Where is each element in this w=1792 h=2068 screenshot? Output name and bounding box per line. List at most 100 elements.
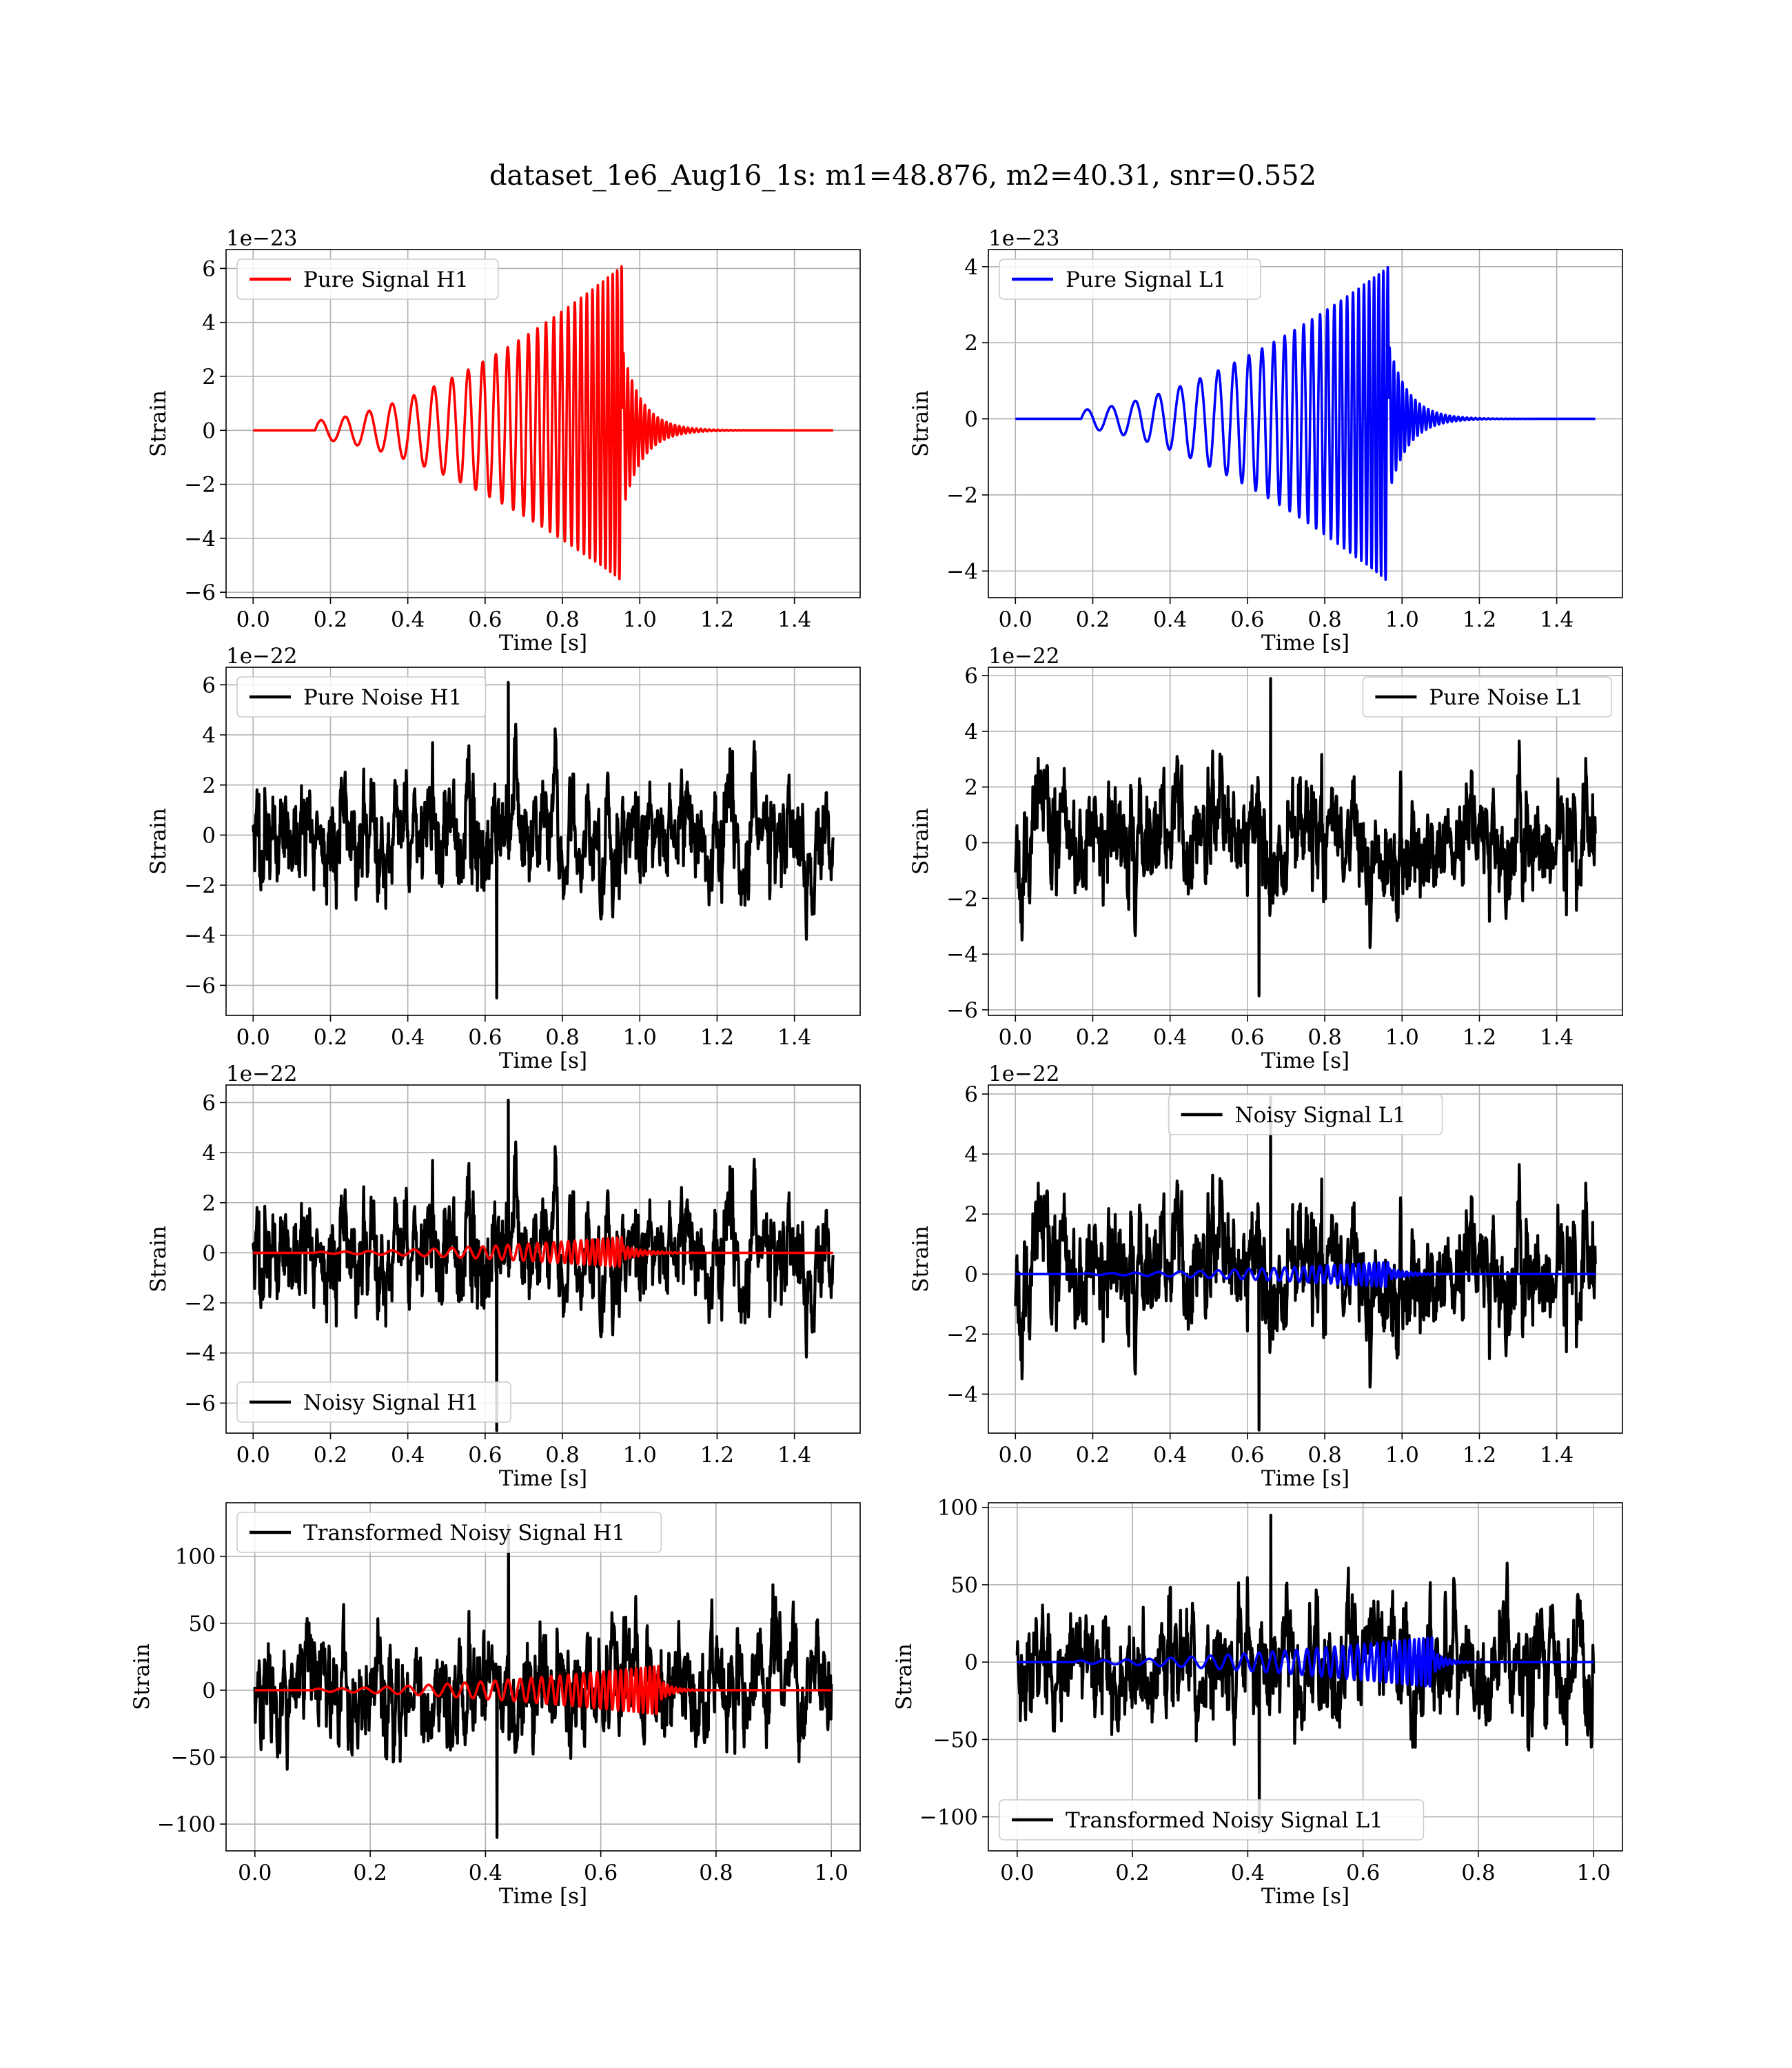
x-tick-label: 0.2	[1076, 1025, 1110, 1050]
x-tick-label: 0.2	[1076, 607, 1110, 632]
y-tick-label: 4	[202, 311, 216, 336]
x-tick-label: 0.4	[1231, 1861, 1265, 1885]
x-tick-label: 1.2	[700, 1025, 734, 1050]
series-line-signal-overlay	[1016, 1636, 1595, 1688]
x-tick-label: 0.6	[1230, 607, 1264, 632]
y-tick-label: −2	[946, 1322, 978, 1347]
legend: Noisy Signal H1	[236, 1381, 511, 1423]
y-tick-label: −4	[946, 559, 978, 584]
y-tick-label: 0	[202, 823, 216, 848]
axes-frame	[988, 667, 1623, 1016]
y-tick-label: 100	[937, 1496, 978, 1521]
y-tick-label: −2	[184, 473, 216, 498]
x-tick-label: 1.0	[623, 1025, 657, 1050]
axes-frame	[225, 667, 861, 1016]
series-line-signal-overlay	[252, 1236, 835, 1268]
x-tick-label: 0.8	[1307, 607, 1341, 632]
y-tick-label: 6	[202, 1091, 216, 1115]
axes-frame	[988, 249, 1623, 598]
y-tick-label: 6	[202, 256, 216, 281]
x-tick-label: 1.0	[1385, 607, 1419, 632]
x-tick-label: 0.6	[584, 1861, 618, 1885]
x-tick-label: 0.2	[1115, 1861, 1149, 1885]
x-tick-label: 0.4	[469, 1861, 502, 1885]
x-tick-label: 0.8	[545, 1025, 579, 1050]
legend-entry-label: Pure Noise L1	[1429, 685, 1583, 710]
legend-entry-label: Transformed Noisy Signal H1	[303, 1521, 625, 1545]
series-line-signal-overlay	[1014, 1261, 1597, 1288]
subplot-h1-pure: 0.0 0.2 0.4 0.6 0.8 1.0 1.2 1.4 −6 −4 −2 0 2 4 6 Time […	[146, 226, 861, 656]
x-tick-label: 1.0	[623, 607, 657, 632]
plot-area	[1014, 265, 1597, 581]
x-tick-label: 0.6	[468, 1025, 502, 1050]
y-tick-label: −4	[184, 924, 216, 949]
series-line-signal-overlay	[254, 1665, 833, 1716]
y-tick-label: 6	[964, 664, 978, 689]
series-line-transformed-noisy-signal-l1	[1015, 1513, 1596, 1834]
x-tick-label: 0.8	[545, 1443, 579, 1468]
legend: Pure Noise H1	[236, 676, 487, 718]
y-tick-label: 100	[175, 1545, 216, 1570]
legend-entry-label: Pure Signal H1	[303, 267, 469, 292]
legend-entry-label: Noisy Signal L1	[1235, 1103, 1407, 1128]
axis-offset-label: 1e−22	[988, 644, 1060, 669]
series-line-pure-signal-l1	[1014, 265, 1597, 581]
x-tick-label: 0.4	[1153, 1443, 1187, 1468]
figure-title: dataset_1e6_Aug16_1s: m1=48.876, m2=40.3…	[489, 160, 1316, 192]
subplot-l1-pure: 0.0 0.2 0.4 0.6 0.8 1.0 1.2 1.4 −4 −2 0 2 4 Time [s] S…	[908, 226, 1623, 656]
legend-frame	[1168, 1094, 1443, 1135]
series-line-noisy-signal-h1	[252, 1098, 835, 1432]
y-tick-label: −2	[946, 886, 978, 911]
y-tick-label: 4	[964, 1142, 978, 1167]
x-tick-label: 0.4	[391, 1025, 425, 1050]
x-tick-label: 0.2	[1076, 1443, 1110, 1468]
legend-frame	[236, 1512, 662, 1553]
x-tick-label: 0.8	[1307, 1025, 1341, 1050]
y-tick-label: 0	[202, 1679, 216, 1703]
x-tick-label: 1.0	[1385, 1025, 1419, 1050]
x-tick-label: 1.2	[1463, 1443, 1496, 1468]
y-tick-label: 2	[964, 331, 978, 356]
x-tick-label: 1.0	[1385, 1443, 1419, 1468]
series-line-noisy-signal-l1	[1014, 1095, 1597, 1432]
legend-entry-label: Transformed Noisy Signal L1	[1066, 1808, 1383, 1833]
y-tick-label: 0	[202, 1241, 216, 1266]
x-axis-label: Time [s]	[499, 1048, 587, 1073]
axes-frame	[988, 1502, 1623, 1852]
legend-entry-label: Noisy Signal H1	[303, 1390, 479, 1415]
x-tick-label: 0.2	[314, 1443, 347, 1468]
x-tick-label: 0.0	[1000, 1861, 1034, 1885]
x-tick-label: 0.4	[1153, 1025, 1187, 1050]
axis-offset-label: 1e−23	[226, 226, 298, 251]
plot-area	[1015, 1513, 1596, 1834]
legend-frame	[236, 1381, 511, 1423]
axes-frame	[225, 1084, 861, 1434]
series-line-transformed-noisy-signal-h1	[253, 1523, 833, 1839]
x-tick-label: 1.4	[1540, 607, 1574, 632]
x-tick-label: 0.2	[314, 607, 347, 632]
legend-frame	[999, 1799, 1425, 1841]
subplot-h1-noise: 0.0 0.2 0.4 0.6 0.8 1.0 1.2 1.4 −6 −4 −2 0 2 4 6 Time […	[146, 644, 861, 1073]
legend: Pure Noise L1	[1362, 676, 1612, 718]
y-tick-label: 0	[964, 1262, 978, 1287]
legend: Transformed Noisy Signal H1	[236, 1512, 662, 1553]
axis-offset-label: 1e−22	[226, 1062, 298, 1086]
x-axis-label: Time [s]	[1261, 1048, 1350, 1073]
x-tick-label: 1.2	[1463, 607, 1496, 632]
y-axis-label: Strain	[908, 808, 933, 875]
x-tick-label: 1.0	[1577, 1861, 1611, 1885]
y-tick-label: −6	[184, 1391, 216, 1416]
axes-frame	[225, 1502, 861, 1852]
plot-area	[252, 1098, 835, 1432]
x-tick-label: 1.4	[777, 607, 811, 632]
y-tick-label: −2	[946, 483, 978, 508]
series-line-pure-signal-h1	[252, 265, 835, 580]
x-axis-label: Time [s]	[1261, 1884, 1350, 1909]
y-tick-label: −4	[184, 1341, 216, 1366]
subplot-grid: 0.0 0.2 0.4 0.6 0.8 1.0 1.2 1.4 −6 −4 −2 0 2 4 6 Time […	[130, 226, 1623, 1909]
y-axis-label: Strain	[146, 390, 171, 457]
legend: Transformed Noisy Signal L1	[999, 1799, 1425, 1841]
y-tick-label: 2	[202, 365, 216, 389]
y-tick-label: 2	[202, 773, 216, 798]
x-axis-label: Time [s]	[1261, 1466, 1350, 1491]
